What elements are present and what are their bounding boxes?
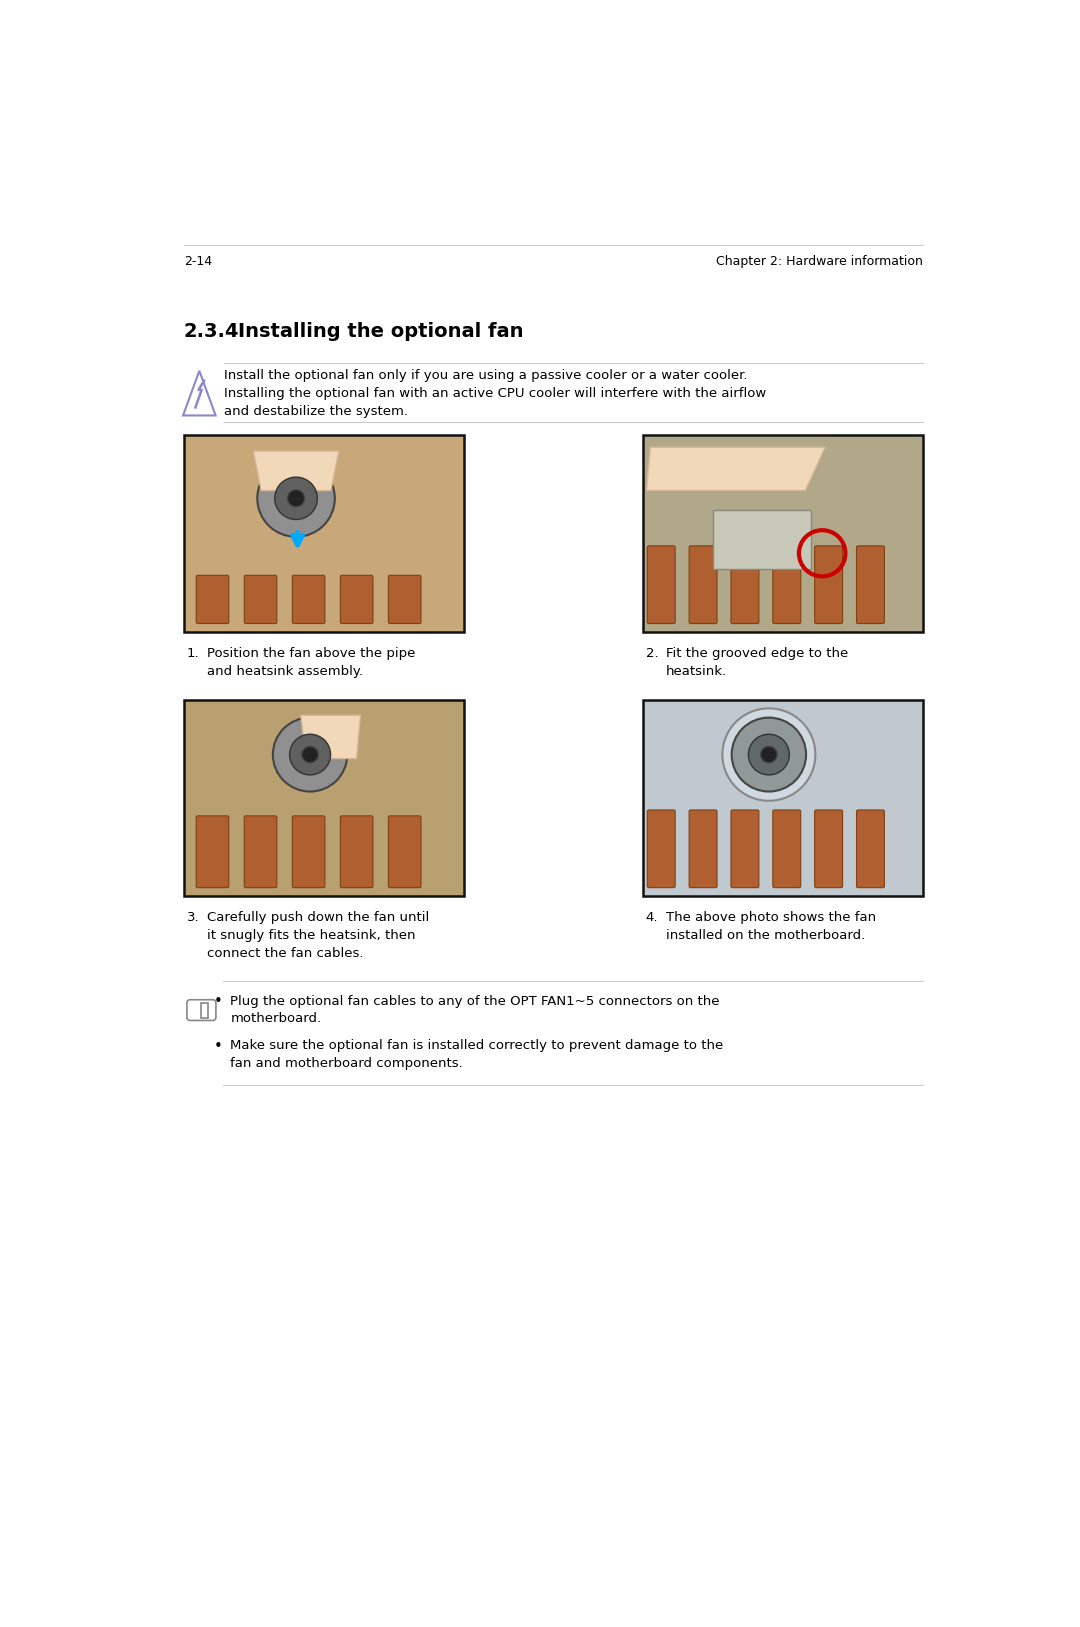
Circle shape — [748, 734, 789, 774]
Text: 4.: 4. — [646, 911, 658, 924]
FancyBboxPatch shape — [856, 810, 885, 888]
FancyBboxPatch shape — [340, 576, 373, 623]
FancyBboxPatch shape — [293, 576, 325, 623]
Text: •: • — [213, 1040, 222, 1054]
Text: 3.: 3. — [187, 911, 200, 924]
Text: 1.: 1. — [187, 648, 200, 661]
Circle shape — [302, 747, 319, 763]
FancyBboxPatch shape — [647, 810, 675, 888]
Circle shape — [273, 718, 348, 791]
Polygon shape — [300, 716, 361, 758]
Circle shape — [760, 747, 777, 763]
FancyBboxPatch shape — [647, 547, 675, 623]
FancyBboxPatch shape — [713, 511, 811, 569]
FancyBboxPatch shape — [184, 700, 464, 896]
FancyBboxPatch shape — [197, 815, 229, 888]
FancyBboxPatch shape — [184, 436, 464, 631]
FancyBboxPatch shape — [187, 999, 216, 1020]
FancyBboxPatch shape — [293, 815, 325, 888]
Circle shape — [257, 460, 335, 537]
FancyBboxPatch shape — [856, 547, 885, 623]
FancyBboxPatch shape — [643, 700, 923, 896]
FancyBboxPatch shape — [340, 815, 373, 888]
Polygon shape — [647, 447, 825, 490]
FancyBboxPatch shape — [731, 547, 759, 623]
FancyBboxPatch shape — [814, 547, 842, 623]
Polygon shape — [254, 451, 339, 490]
FancyBboxPatch shape — [814, 810, 842, 888]
Text: •: • — [213, 994, 222, 1009]
Polygon shape — [201, 1004, 208, 1019]
Text: Install the optional fan only if you are using a passive cooler or a water coole: Install the optional fan only if you are… — [225, 369, 767, 418]
Text: Fit the grooved edge to the
heatsink.: Fit the grooved edge to the heatsink. — [666, 648, 848, 678]
FancyBboxPatch shape — [773, 810, 800, 888]
FancyBboxPatch shape — [244, 576, 276, 623]
Text: Plug the optional fan cables to any of the OPT FAN1~5 connectors on the
motherbo: Plug the optional fan cables to any of t… — [230, 994, 720, 1025]
Text: Carefully push down the fan until
it snugly fits the heatsink, then
connect the : Carefully push down the fan until it snu… — [207, 911, 430, 960]
Circle shape — [723, 708, 815, 800]
Text: Chapter 2: Hardware information: Chapter 2: Hardware information — [716, 254, 923, 267]
FancyBboxPatch shape — [244, 815, 276, 888]
Circle shape — [287, 490, 305, 506]
FancyBboxPatch shape — [731, 810, 759, 888]
FancyBboxPatch shape — [643, 436, 923, 631]
Text: 2.3.4: 2.3.4 — [184, 322, 240, 342]
Circle shape — [289, 734, 330, 774]
FancyBboxPatch shape — [389, 576, 421, 623]
Text: The above photo shows the fan
installed on the motherboard.: The above photo shows the fan installed … — [666, 911, 876, 942]
Text: 2.: 2. — [646, 648, 659, 661]
Text: 2-14: 2-14 — [184, 254, 212, 267]
Text: Installing the optional fan: Installing the optional fan — [238, 322, 524, 342]
Circle shape — [731, 718, 806, 791]
FancyBboxPatch shape — [197, 576, 229, 623]
Text: Position the fan above the pipe
and heatsink assembly.: Position the fan above the pipe and heat… — [207, 648, 416, 678]
Circle shape — [274, 477, 318, 519]
FancyBboxPatch shape — [689, 547, 717, 623]
Text: Make sure the optional fan is installed correctly to prevent damage to the
fan a: Make sure the optional fan is installed … — [230, 1040, 724, 1071]
FancyBboxPatch shape — [773, 547, 800, 623]
FancyBboxPatch shape — [389, 815, 421, 888]
FancyBboxPatch shape — [689, 810, 717, 888]
